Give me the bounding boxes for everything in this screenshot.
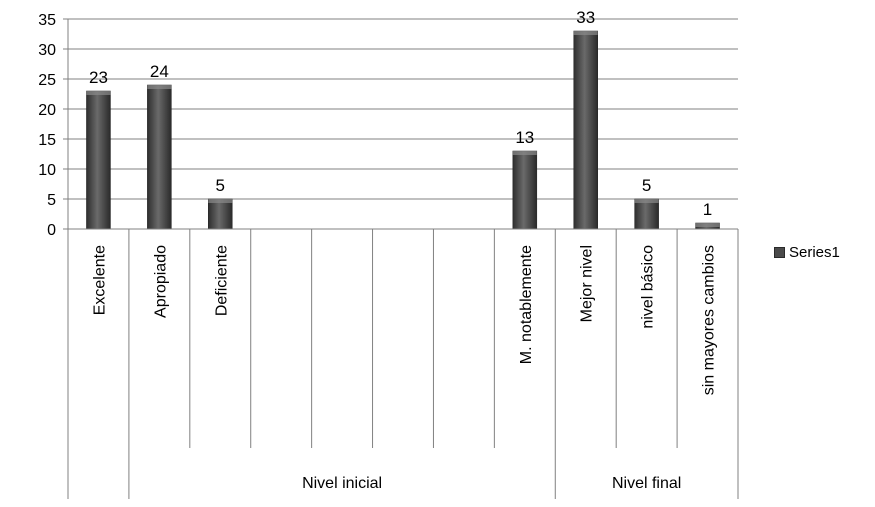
category-label: nivel básico	[640, 245, 657, 329]
bar	[208, 198, 233, 230]
legend-swatch	[774, 247, 785, 258]
bar-top-bevel	[147, 85, 172, 89]
category-label: Apropiado	[152, 245, 169, 318]
data-label: 23	[89, 68, 108, 87]
bar-top-bevel	[634, 199, 659, 203]
y-tick-label: 10	[38, 162, 56, 179]
data-label: 1	[703, 200, 712, 219]
data-label: 13	[515, 128, 534, 147]
y-tick-label: 15	[38, 132, 56, 149]
bars	[86, 30, 720, 230]
group-label: Nivel inicial	[302, 475, 382, 492]
category-label: Mejor nivel	[579, 245, 596, 322]
bar-top-bevel	[512, 151, 537, 155]
gridlines	[63, 18, 738, 230]
axes	[63, 19, 739, 499]
data-label: 33	[576, 8, 595, 27]
bar	[634, 198, 659, 230]
bar-top-bevel	[208, 199, 233, 203]
data-label: 5	[216, 176, 225, 195]
y-tick-label: 35	[38, 12, 56, 29]
category-label: Excelente	[91, 245, 108, 315]
data-label: 24	[150, 62, 169, 81]
category-label: Deficiente	[213, 245, 230, 316]
bar-top-bevel	[573, 31, 598, 35]
category-label: M. notablemente	[518, 245, 535, 364]
legend-label: Series1	[789, 244, 840, 261]
y-tick-label: 5	[47, 192, 56, 209]
bar	[512, 150, 538, 230]
bar	[86, 90, 111, 230]
bar-top-bevel	[86, 91, 111, 95]
y-tick-label: 25	[38, 72, 56, 89]
bar-top-bevel	[695, 223, 720, 227]
data-label: 5	[642, 176, 651, 195]
bar	[573, 30, 598, 230]
group-label: Nivel final	[612, 475, 681, 492]
bar	[147, 84, 172, 230]
y-tick-label: 30	[38, 42, 56, 59]
y-tick-label: 0	[47, 222, 56, 239]
legend: Series1	[774, 244, 840, 261]
category-label: sin mayores cambios	[701, 245, 718, 395]
y-tick-label: 20	[38, 102, 56, 119]
